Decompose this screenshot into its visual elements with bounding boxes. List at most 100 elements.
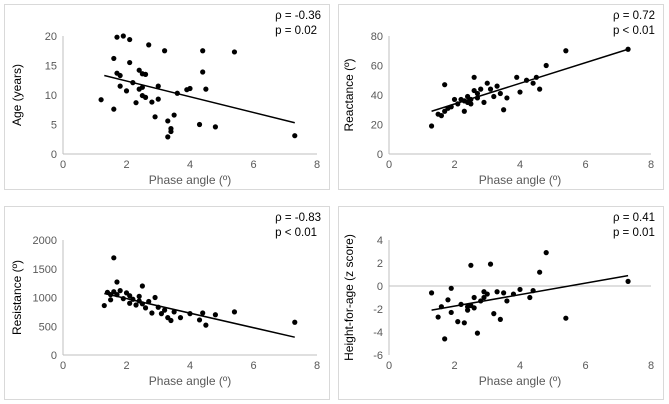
data-point <box>200 69 206 75</box>
data-point <box>146 42 152 48</box>
data-point <box>146 298 152 305</box>
data-point <box>212 312 218 318</box>
data-point <box>133 302 139 308</box>
data-point <box>162 307 168 313</box>
data-point <box>468 262 474 268</box>
y-tick-label: 0 <box>377 281 383 293</box>
data-point <box>484 80 490 86</box>
data-point <box>231 49 238 55</box>
stat-p: p = 0.01 <box>612 227 655 239</box>
data-point <box>435 314 441 320</box>
stat-box-resistance: ρ = -0.83 p < 0.01 <box>275 211 321 241</box>
data-point <box>117 288 123 294</box>
data-point <box>428 290 435 296</box>
data-point <box>139 283 145 289</box>
y-tick-label: 10 <box>45 90 57 102</box>
chart-panel-age: 0 2 4 6 8 0 5 10 15 20 Phase angle (º) Age (years) … <box>4 4 330 190</box>
trendline <box>104 292 295 338</box>
data-point <box>168 317 174 324</box>
x-tick-label: 0 <box>60 159 66 171</box>
data-point <box>487 86 494 92</box>
data-point <box>501 290 507 296</box>
data-point <box>487 261 494 267</box>
data-point <box>438 113 444 119</box>
x-tick-label: 4 <box>187 159 193 171</box>
data-point <box>127 59 133 66</box>
data-point <box>474 95 481 101</box>
data-point <box>461 320 467 326</box>
data-point <box>149 310 155 316</box>
data-point <box>504 95 510 101</box>
data-point <box>133 100 139 106</box>
data-point <box>203 86 209 92</box>
data-point <box>111 55 117 62</box>
y-tick-label: 1000 <box>33 293 57 305</box>
y-tick-label: 1500 <box>33 264 57 276</box>
y-tick-label: 0 <box>51 350 57 362</box>
data-point <box>158 311 165 317</box>
stat-rho: ρ = 0.72 <box>612 10 655 22</box>
data-point <box>171 309 177 315</box>
data-point <box>484 291 490 297</box>
data-point <box>497 316 503 322</box>
data-point <box>101 302 107 309</box>
data-point <box>494 83 500 89</box>
data-point <box>478 298 484 304</box>
x-tick-label: 0 <box>386 360 392 372</box>
data-point <box>514 74 520 80</box>
chart-panel-height-for-age: 0 2 4 6 8 -6 -4 -2 0 2 4 Phase angle (º) Height-for-… <box>338 206 664 400</box>
y-tick-label: 500 <box>39 321 57 333</box>
stat-rho: ρ = -0.36 <box>275 10 321 22</box>
data-point <box>451 96 458 103</box>
data-point <box>465 307 471 313</box>
data-point <box>517 89 523 95</box>
y-tick-label: 2000 <box>33 235 57 247</box>
data-point <box>196 121 203 128</box>
data-point <box>200 48 206 54</box>
data-point <box>497 90 503 97</box>
data-point <box>174 90 180 96</box>
y-tick-label: -2 <box>373 304 383 316</box>
data-point <box>474 90 481 97</box>
data-point <box>481 99 487 105</box>
y-tick-label: 15 <box>45 61 57 73</box>
data-point <box>111 255 117 261</box>
x-tick-label: 2 <box>451 360 457 372</box>
data-point <box>501 107 507 113</box>
data-point <box>142 305 149 311</box>
y-tick-label: 2 <box>377 258 383 270</box>
chart-panel-resistance: 0 2 4 6 8 0 500 1000 1500 2000 Phase angle (º) Resi… <box>4 206 330 400</box>
x-tick-label: 8 <box>314 159 320 171</box>
y-tick-label: 0 <box>377 149 383 161</box>
data-point <box>114 279 120 285</box>
trendline <box>104 74 295 124</box>
data-point <box>543 250 549 256</box>
data-point <box>127 36 133 43</box>
x-tick-label: 0 <box>386 159 392 171</box>
data-point <box>139 84 145 90</box>
data-point <box>155 83 161 89</box>
data-point <box>510 291 517 297</box>
chart-panel-reactance: 0 2 4 6 8 0 20 40 60 80 Phase angle (º) Reactance (… <box>338 4 664 190</box>
x-axis-title: Phase angle (º) <box>479 173 561 187</box>
data-point <box>155 96 161 102</box>
data-point <box>114 34 120 40</box>
data-point <box>108 297 114 303</box>
trendline <box>431 274 629 311</box>
y-tick-label: -6 <box>373 350 383 362</box>
data-point <box>455 319 461 325</box>
stat-p: p < 0.01 <box>275 227 318 239</box>
data-point <box>187 85 193 92</box>
stat-p: p < 0.01 <box>612 25 655 37</box>
x-tick-label: 2 <box>451 159 457 171</box>
data-point <box>523 77 530 83</box>
y-tick-label: 5 <box>51 120 57 132</box>
data-point <box>139 301 145 307</box>
data-point <box>530 80 536 86</box>
data-point <box>120 33 126 39</box>
data-point <box>471 294 477 301</box>
stat-box-age: ρ = -0.36 p = 0.02 <box>275 9 321 39</box>
data-point <box>468 96 474 103</box>
data-point <box>442 336 448 342</box>
